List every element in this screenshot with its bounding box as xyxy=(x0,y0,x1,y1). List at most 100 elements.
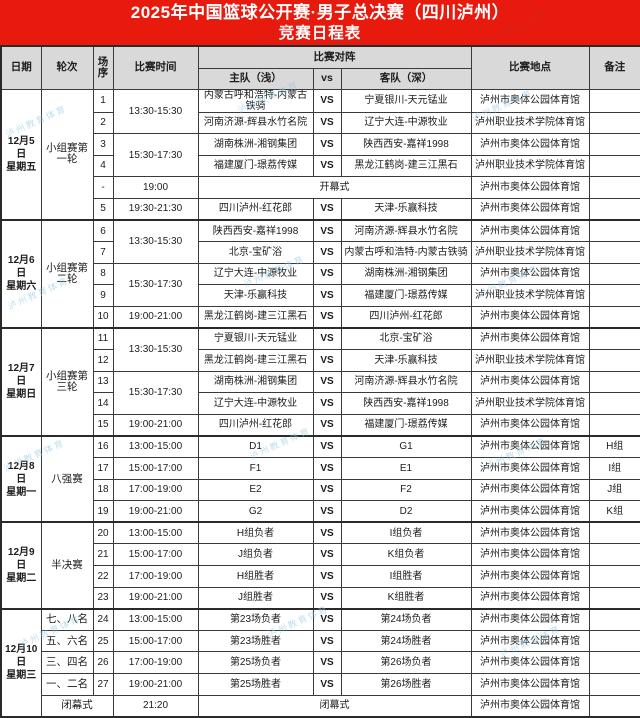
table-row: 18 17:00-19:00 E2 VS F2 泸州市奥体公园体育馆 J组 xyxy=(1,478,640,502)
venue-cell: 泸州市奥体公园体育馆 xyxy=(470,413,590,437)
venue-cell: 泸州市奥体公园体育馆 xyxy=(470,88,590,113)
time-cell: 17:00-19:00 xyxy=(112,651,199,674)
home-team-cell: 辽宁大连-中源牧业 xyxy=(197,392,314,415)
time-cell: 19:00-21:00 xyxy=(112,500,199,523)
away-team-cell: K组负者 xyxy=(340,543,472,566)
round-cell: 七、八名 xyxy=(40,607,94,631)
venue-cell: 泸州市奥体公园体育馆 xyxy=(470,586,590,610)
note-cell xyxy=(588,305,640,329)
venue-cell: 泸州市奥体公园体育馆 xyxy=(470,176,590,199)
note-cell xyxy=(588,607,640,631)
away-team-cell: 陕西西安-嘉祥1998 xyxy=(340,392,472,415)
vs-cell: VS xyxy=(312,521,342,545)
date-cell: 12月8日 星期一 xyxy=(0,434,42,523)
away-team-cell: 福建厦门-璟荔传媒 xyxy=(340,413,472,437)
home-team-cell: 第25场胜者 xyxy=(197,672,314,696)
ceremony-cell: 开幕式 xyxy=(197,176,472,199)
round-cell: 闭幕式 xyxy=(40,694,114,718)
away-team-cell: E1 xyxy=(340,457,472,480)
home-team-cell: 陕西西安-嘉祥1998 xyxy=(197,218,314,243)
page-subtitle: 竞赛日程表 xyxy=(278,24,362,42)
note-cell xyxy=(588,521,640,545)
vs-cell: VS xyxy=(312,586,342,610)
date-cell: 12月9日 星期二 xyxy=(0,521,42,610)
away-team-cell: G1 xyxy=(340,434,472,458)
away-team-cell: 辽宁大连-中源牧业 xyxy=(340,111,472,135)
time-cell: 17:00-19:00 xyxy=(112,564,199,588)
away-team-cell: 第26场负者 xyxy=(340,651,472,674)
time-cell: 15:30-17:30 xyxy=(112,370,199,415)
away-team-cell: 天津-乐赢科技 xyxy=(340,349,472,372)
venue-cell: 泸州市奥体公园体育馆 xyxy=(470,133,590,156)
venue-cell: 泸州市奥体公园体育馆 xyxy=(470,457,590,480)
vs-cell: VS xyxy=(312,651,342,674)
order-cell: 7 xyxy=(92,241,114,264)
ceremony-cell: 闭幕式 xyxy=(197,694,472,718)
table-row: 8 15:30-17:30 辽宁大连-中源牧业 VS 湖南株洲-湘钢集团 泸州市… xyxy=(1,262,640,307)
away-team-cell: 第24场负者 xyxy=(340,607,472,631)
away-team-cell: 陕西西安-嘉祥1998 xyxy=(340,133,472,156)
note-cell xyxy=(588,349,640,372)
table-row: 12 黑龙江鹤岗-建三江黑石 VS 天津-乐赢科技 泸州职业技术学院体育馆 xyxy=(1,349,640,372)
table-row: 9 天津-乐赢科技 VS 福建厦门-璟荔传媒 泸州职业技术学院体育馆 xyxy=(1,284,640,307)
away-team-cell: 湖南株洲-湘钢集团 xyxy=(340,262,472,286)
note-cell xyxy=(588,218,640,243)
note-cell xyxy=(588,262,640,286)
table-row: 2 河南济源-辉县水竹名院 VS 辽宁大连-中源牧业 泸州职业技术学院体育馆 xyxy=(1,111,640,135)
vs-cell: VS xyxy=(312,88,342,113)
table-row: 12月8日 星期一 八强赛 16 13:00-15:00 D1 VS G1 泸州… xyxy=(0,434,640,523)
note-cell: H组 xyxy=(588,434,640,458)
home-team-cell: 黑龙江鹤岗-建三江黑石 xyxy=(197,305,314,329)
away-team-cell: 天津-乐赢科技 xyxy=(340,197,472,221)
table-row: 12月9日 星期二 半决赛 20 13:00-15:00 H组负者 VS I组负… xyxy=(0,521,640,610)
round-cell: 八强赛 xyxy=(40,434,94,523)
table-row: 13 15:30-17:30 湖南株洲-湘钢集团 VS 河南济源-辉县水竹名院 … xyxy=(1,370,640,415)
time-cell: 15:30-17:30 xyxy=(112,262,199,307)
away-team-cell: 四川泸州-红花郎 xyxy=(340,305,472,329)
vs-cell: VS xyxy=(312,154,342,178)
home-team-cell: 黑龙江鹤岗-建三江黑石 xyxy=(197,349,314,372)
time-cell: 19:30-21:30 xyxy=(112,197,199,221)
table-row: 10 19:00-21:00 黑龙江鹤岗-建三江黑石 VS 四川泸州-红花郎 泸… xyxy=(1,305,640,329)
venue-cell: 泸州市奥体公园体育馆 xyxy=(470,370,590,394)
time-cell: 21:20 xyxy=(112,694,199,718)
time-cell: 15:00-17:00 xyxy=(112,543,199,566)
venue-cell: 泸州市奥体公园体育馆 xyxy=(470,543,590,566)
order-cell: 3 xyxy=(92,133,114,156)
home-team-cell: 第23场负者 xyxy=(197,607,314,631)
order-cell: 24 xyxy=(92,607,114,631)
venue-cell: 泸州职业技术学院体育馆 xyxy=(470,284,590,307)
order-cell: 23 xyxy=(92,586,114,610)
home-team-cell: H组胜者 xyxy=(197,564,314,588)
round-cell: 一、二名 xyxy=(40,672,94,696)
order-cell: 26 xyxy=(92,651,114,674)
table-body: 12月5日 星期五 小组赛第一轮 1 13:30-15:30 内蒙古呼和浩特-内… xyxy=(0,88,640,718)
venue-cell: 泸州职业技术学院体育馆 xyxy=(470,111,590,135)
time-cell: 13:30-15:30 xyxy=(112,218,199,264)
away-team-cell: 宁夏银川-天元锰业 xyxy=(340,88,472,113)
vs-cell: VS xyxy=(312,197,342,221)
away-team-cell: I组负者 xyxy=(340,521,472,545)
home-team-cell: 天津-乐赢科技 xyxy=(197,284,314,307)
table-row: 三、四名 26 17:00-19:00 第25场负者 VS 第26场负者 泸州市… xyxy=(1,651,640,674)
table-row: 14 辽宁大连-中源牧业 VS 陕西西安-嘉祥1998 泸州职业技术学院体育馆 xyxy=(1,392,640,415)
note-cell xyxy=(588,629,640,653)
table-row: 15 19:00-21:00 四川泸州-红花郎 VS 福建厦门-璟荔传媒 泸州市… xyxy=(1,413,640,437)
vs-cell: VS xyxy=(312,413,342,437)
order-cell: 21 xyxy=(92,543,114,566)
order-cell: 10 xyxy=(92,305,114,329)
venue-cell: 泸州市奥体公园体育馆 xyxy=(470,434,590,458)
away-team-cell: 内蒙古呼和浩特-内蒙古铁骑 xyxy=(340,241,472,264)
order-cell: 14 xyxy=(92,392,114,415)
away-team-cell: 黑龙江鹤岗-建三江黑石 xyxy=(340,154,472,178)
away-team-cell: K组胜者 xyxy=(340,586,472,610)
home-team-cell: 内蒙古呼和浩特-内蒙古铁骑 xyxy=(197,88,314,113)
table-row: 闭幕式 21:20 闭幕式 泸州市奥体公园体育馆 xyxy=(1,694,640,718)
vs-cell: VS xyxy=(312,564,342,588)
table-row: 22 17:00-19:00 H组胜者 VS I组胜者 泸州市奥体公园体育馆 xyxy=(1,564,640,588)
col-header-round: 轮次 xyxy=(40,45,94,90)
vs-cell: VS xyxy=(312,349,342,372)
table-row: 一、二名 27 19:00-21:00 第25场胜者 VS 第26场胜者 泸州市… xyxy=(1,672,640,696)
note-cell xyxy=(588,88,640,113)
table-row: 12月10日 星期三 七、八名 24 13:00-15:00 第23场负者 VS… xyxy=(0,607,640,718)
